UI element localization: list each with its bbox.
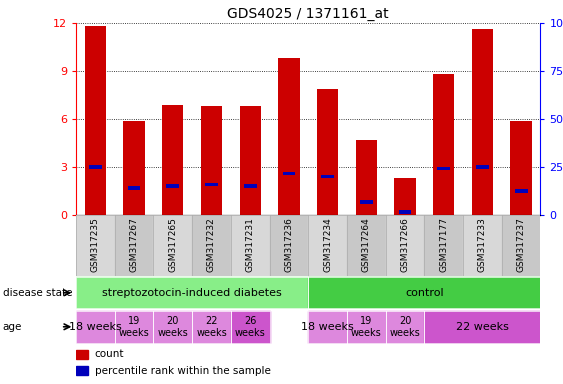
Bar	[515, 189, 528, 193]
Bar	[231, 311, 270, 343]
Bar	[205, 183, 218, 186]
Text: 26
weeks: 26 weeks	[235, 316, 266, 338]
Bar	[425, 311, 540, 343]
Text: GSM317177: GSM317177	[439, 217, 448, 272]
Bar	[192, 311, 231, 343]
Text: GSM317237: GSM317237	[517, 217, 526, 272]
Bar	[123, 121, 145, 215]
Text: GSM317265: GSM317265	[168, 217, 177, 272]
Text: GSM317266: GSM317266	[400, 217, 409, 272]
Bar	[347, 311, 386, 343]
Text: disease state: disease state	[3, 288, 72, 298]
Text: 19
weeks: 19 weeks	[119, 316, 149, 338]
Bar	[463, 215, 502, 276]
Bar	[76, 215, 115, 276]
Bar	[356, 140, 377, 215]
Text: GSM317231: GSM317231	[245, 217, 254, 272]
Bar	[201, 106, 222, 215]
Bar	[399, 210, 412, 214]
Bar	[502, 215, 540, 276]
Bar	[153, 311, 192, 343]
Text: streptozotocin-induced diabetes: streptozotocin-induced diabetes	[102, 288, 282, 298]
Bar	[433, 74, 454, 215]
Bar	[76, 350, 88, 359]
Text: 18 weeks: 18 weeks	[69, 322, 122, 332]
Bar	[437, 167, 450, 170]
Text: 20
weeks: 20 weeks	[390, 316, 421, 338]
Bar	[167, 184, 179, 188]
Bar	[231, 215, 270, 276]
Bar	[192, 215, 231, 276]
Bar	[76, 366, 88, 375]
Text: age: age	[3, 322, 22, 332]
Text: 22
weeks: 22 weeks	[196, 316, 227, 338]
Bar	[115, 311, 153, 343]
Bar	[128, 186, 140, 190]
Bar	[472, 30, 493, 215]
Bar	[283, 172, 295, 175]
Bar	[76, 278, 309, 308]
Bar	[321, 175, 334, 179]
Text: GSM317264: GSM317264	[362, 217, 371, 271]
Bar	[153, 215, 192, 276]
Bar	[84, 26, 106, 215]
Bar	[425, 215, 463, 276]
Text: GSM317232: GSM317232	[207, 217, 216, 271]
Text: count: count	[95, 349, 124, 359]
Bar	[386, 311, 425, 343]
Bar	[511, 121, 532, 215]
Text: GSM317234: GSM317234	[323, 217, 332, 271]
Bar	[244, 184, 257, 188]
Text: percentile rank within the sample: percentile rank within the sample	[95, 366, 270, 376]
Text: GSM317235: GSM317235	[91, 217, 100, 272]
Text: 19
weeks: 19 weeks	[351, 316, 382, 338]
Bar	[115, 215, 153, 276]
Text: 20
weeks: 20 weeks	[158, 316, 188, 338]
Text: 18 weeks: 18 weeks	[301, 322, 354, 332]
Bar	[360, 200, 373, 204]
Title: GDS4025 / 1371161_at: GDS4025 / 1371161_at	[227, 7, 389, 21]
Bar	[309, 278, 540, 308]
Bar	[309, 215, 347, 276]
Bar	[270, 215, 309, 276]
Text: 22 weeks: 22 weeks	[456, 322, 509, 332]
Bar	[317, 89, 338, 215]
Bar	[162, 104, 184, 215]
Text: GSM317236: GSM317236	[284, 217, 293, 272]
Bar	[309, 311, 347, 343]
Text: GSM317233: GSM317233	[478, 217, 487, 272]
Bar	[386, 215, 425, 276]
Bar	[278, 58, 300, 215]
Bar	[394, 178, 415, 215]
Text: control: control	[405, 288, 444, 298]
Bar	[476, 165, 489, 169]
Text: GSM317267: GSM317267	[129, 217, 138, 272]
Bar	[347, 215, 386, 276]
Bar	[239, 106, 261, 215]
Bar	[76, 311, 115, 343]
Bar	[89, 165, 102, 169]
